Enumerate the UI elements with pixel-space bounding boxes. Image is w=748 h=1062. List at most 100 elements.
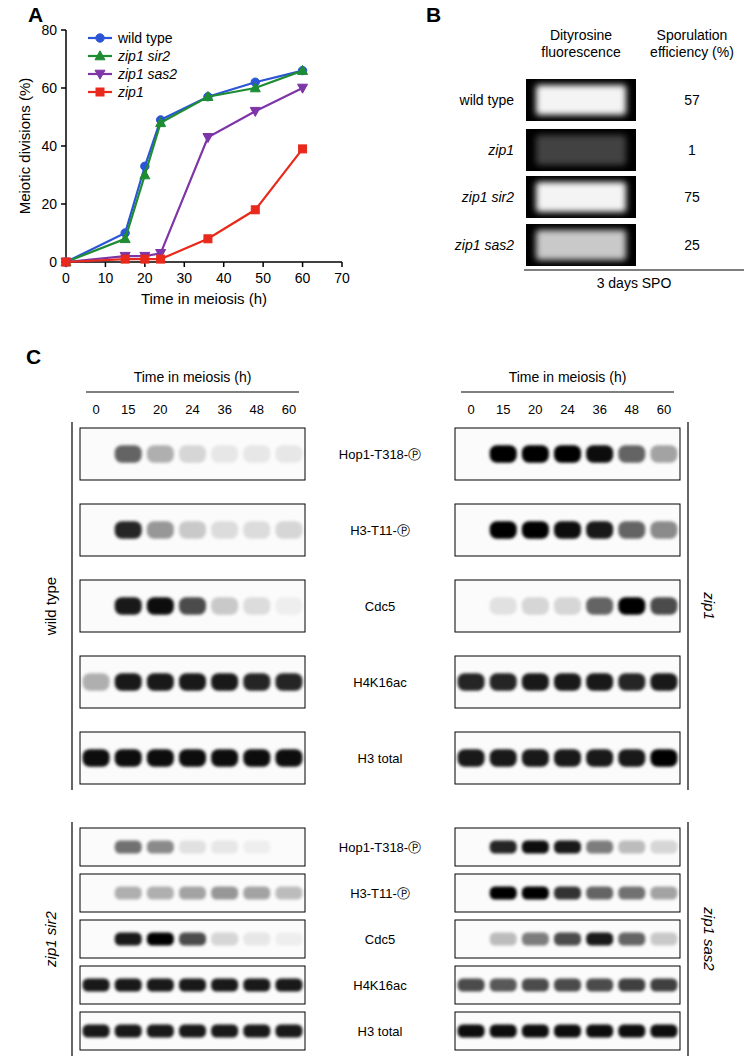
- band: [522, 445, 549, 463]
- legend-label: wild type: [117, 30, 173, 46]
- band: [243, 597, 270, 615]
- blot-frame: [455, 920, 680, 958]
- column-header: fluorescence: [541, 44, 621, 60]
- band: [243, 445, 270, 463]
- band: [554, 445, 581, 463]
- group-bracket: [71, 422, 72, 790]
- panel-letter: B: [426, 3, 441, 26]
- data-point: [203, 92, 213, 101]
- fluorescence-patch: [536, 135, 626, 165]
- footer: 3 days SPO: [597, 275, 672, 291]
- data-point: [121, 255, 129, 263]
- band: [554, 521, 581, 539]
- sporulation-value: 57: [684, 92, 700, 108]
- blot-group: wild type: [42, 422, 305, 790]
- strain-label: zip1 sir2: [42, 910, 59, 968]
- band: [522, 597, 549, 615]
- band: [618, 749, 645, 767]
- band: [618, 887, 645, 900]
- legend: wild typezip1 sir2zip1 sas2zip1: [88, 30, 177, 100]
- band: [147, 979, 174, 992]
- figure: ABC020406080010203040506070Time in meios…: [0, 0, 748, 1062]
- band: [179, 1025, 206, 1038]
- band: [211, 445, 238, 463]
- blot-frame: [80, 920, 305, 958]
- band: [243, 841, 270, 854]
- protein-label: Cdc5: [365, 599, 395, 614]
- x-tick: [105, 262, 107, 267]
- column-header: efficiency (%): [650, 44, 734, 60]
- strain-label: zip1: [701, 591, 718, 620]
- band: [115, 521, 142, 539]
- blot-frame: [80, 828, 305, 866]
- band: [490, 521, 517, 539]
- blot-frame: [455, 828, 680, 866]
- series-line: [66, 71, 303, 262]
- band: [586, 1025, 613, 1038]
- band: [179, 445, 206, 463]
- blot-frame: [455, 656, 680, 708]
- protein-label: Hop1-T318-Ⓟ: [339, 840, 421, 855]
- band: [179, 597, 206, 615]
- band: [83, 673, 110, 691]
- band: [458, 673, 485, 691]
- y-tick-label: 40: [41, 138, 57, 154]
- band: [83, 445, 110, 463]
- column-header: Dityrosine: [550, 27, 612, 43]
- y-tick-label: 20: [41, 196, 57, 212]
- band: [618, 1025, 645, 1038]
- band: [490, 673, 517, 691]
- group-bracket: [71, 822, 72, 1056]
- band: [490, 933, 517, 946]
- band: [586, 673, 613, 691]
- blot-frame: [455, 580, 680, 632]
- band: [211, 597, 238, 615]
- band: [586, 887, 613, 900]
- band: [179, 673, 206, 691]
- footer-rule: [524, 269, 744, 270]
- band: [147, 597, 174, 615]
- band: [490, 445, 517, 463]
- data-point: [251, 206, 259, 214]
- band: [115, 1025, 142, 1038]
- x-tick: [223, 262, 225, 267]
- row-label: zip1: [487, 142, 514, 158]
- data-point: [204, 235, 212, 243]
- band: [490, 979, 517, 992]
- blot-frame: [80, 1012, 305, 1050]
- data-point: [62, 258, 70, 266]
- band: [275, 521, 302, 539]
- band: [275, 597, 302, 615]
- plate-background: [526, 224, 636, 266]
- plate-background: [526, 129, 636, 171]
- y-tick: [61, 87, 66, 89]
- band: [179, 749, 206, 767]
- panel-c: Time in meiosis (h)0152024364860Time in …: [42, 369, 718, 1056]
- time-header: Time in meiosis (h): [134, 369, 252, 385]
- x-tick-label: 30: [176, 270, 192, 286]
- legend-marker: [95, 70, 105, 79]
- band: [554, 597, 581, 615]
- series-line: [66, 71, 303, 262]
- band: [490, 597, 517, 615]
- band: [618, 933, 645, 946]
- strain-label: wild type: [42, 577, 59, 636]
- band: [650, 749, 677, 767]
- x-tick: [262, 262, 264, 267]
- band: [586, 749, 613, 767]
- band: [458, 597, 485, 615]
- band: [586, 597, 613, 615]
- plot-area: [61, 65, 308, 267]
- y-axis-label: Meiotic divisions (%): [16, 78, 33, 215]
- blot-frame: [455, 1012, 680, 1050]
- band: [179, 979, 206, 992]
- protein-label: Hop1-T318-Ⓟ: [339, 447, 421, 462]
- band: [618, 445, 645, 463]
- data-point: [250, 83, 260, 92]
- band: [618, 841, 645, 854]
- blot-frame: [80, 428, 305, 480]
- band: [147, 445, 174, 463]
- panel-b: DityrosinefluorescenceSporulationefficie…: [454, 27, 744, 291]
- band: [490, 887, 517, 900]
- band: [522, 841, 549, 854]
